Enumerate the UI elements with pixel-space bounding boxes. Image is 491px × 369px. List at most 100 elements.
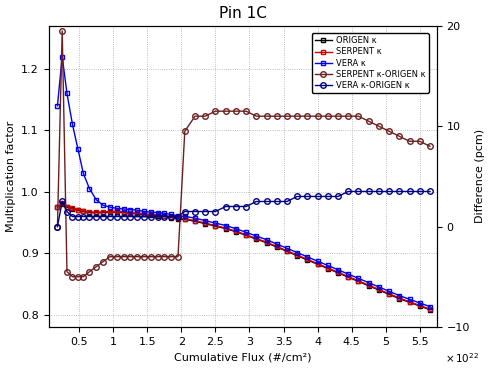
VERA κ-ORIGEN κ xyxy=(107,214,113,219)
SERPENT κ-ORIGEN κ xyxy=(315,114,321,118)
VERA κ-ORIGEN κ xyxy=(100,214,106,219)
VERA κ-ORIGEN κ xyxy=(202,209,208,214)
SERPENT κ xyxy=(81,208,86,213)
SERPENT κ-ORIGEN κ xyxy=(202,114,208,118)
ORIGEN κ xyxy=(69,207,75,211)
ORIGEN κ xyxy=(294,254,300,258)
ORIGEN κ xyxy=(407,300,412,304)
SERPENT κ xyxy=(69,206,75,211)
SERPENT κ xyxy=(155,213,161,217)
ORIGEN κ xyxy=(233,230,239,234)
VERA κ xyxy=(69,122,75,127)
SERPENT κ-ORIGEN κ xyxy=(93,265,99,269)
VERA κ xyxy=(64,91,70,96)
VERA κ xyxy=(396,293,402,298)
ORIGEN κ xyxy=(59,202,65,206)
ORIGEN κ xyxy=(64,205,70,209)
SERPENT κ xyxy=(86,210,92,214)
VERA κ xyxy=(325,263,331,268)
SERPENT κ-ORIGEN κ xyxy=(107,255,113,259)
SERPENT κ-ORIGEN κ xyxy=(213,109,218,113)
ORIGEN κ xyxy=(376,288,382,292)
SERPENT κ-ORIGEN κ xyxy=(75,275,81,279)
VERA κ-ORIGEN κ xyxy=(376,189,382,194)
VERA κ xyxy=(59,54,65,59)
SERPENT κ-ORIGEN κ xyxy=(162,255,167,259)
VERA κ xyxy=(155,210,161,215)
ORIGEN κ xyxy=(417,304,423,308)
VERA κ xyxy=(114,206,120,211)
VERA κ xyxy=(366,280,372,285)
VERA κ-ORIGEN κ xyxy=(81,214,86,219)
ORIGEN κ xyxy=(202,221,208,226)
SERPENT κ-ORIGEN κ xyxy=(223,109,229,113)
VERA κ xyxy=(192,216,198,220)
SERPENT κ xyxy=(114,209,120,214)
SERPENT κ-ORIGEN κ xyxy=(134,255,140,259)
VERA κ xyxy=(304,255,310,259)
SERPENT κ xyxy=(175,216,181,220)
SERPENT κ xyxy=(264,240,270,244)
ORIGEN κ xyxy=(114,210,120,214)
SERPENT κ-ORIGEN κ xyxy=(64,269,70,274)
ORIGEN κ xyxy=(107,210,113,214)
ORIGEN κ xyxy=(315,262,321,266)
SERPENT κ xyxy=(294,253,300,257)
VERA κ-ORIGEN κ xyxy=(253,199,259,204)
VERA κ-ORIGEN κ xyxy=(407,189,412,194)
SERPENT κ-ORIGEN κ xyxy=(192,114,198,118)
VERA κ xyxy=(335,268,341,272)
ORIGEN κ xyxy=(148,213,154,217)
VERA κ xyxy=(134,208,140,213)
SERPENT κ-ORIGEN κ xyxy=(86,269,92,274)
VERA κ-ORIGEN κ xyxy=(141,214,147,219)
SERPENT κ-ORIGEN κ xyxy=(396,134,402,138)
VERA κ xyxy=(417,301,423,305)
SERPENT κ xyxy=(75,207,81,212)
SERPENT κ xyxy=(427,307,433,311)
Y-axis label: Difference (pcm): Difference (pcm) xyxy=(475,130,486,224)
ORIGEN κ xyxy=(175,217,181,221)
VERA κ xyxy=(294,250,300,255)
ORIGEN κ xyxy=(243,233,249,238)
VERA κ-ORIGEN κ xyxy=(274,199,280,204)
SERPENT κ-ORIGEN κ xyxy=(127,255,133,259)
SERPENT κ xyxy=(253,236,259,241)
SERPENT κ xyxy=(121,210,127,214)
VERA κ-ORIGEN κ xyxy=(148,214,154,219)
SERPENT κ-ORIGEN κ xyxy=(355,114,361,118)
VERA κ-ORIGEN κ xyxy=(427,189,433,194)
VERA κ-ORIGEN κ xyxy=(315,194,321,199)
SERPENT κ-ORIGEN κ xyxy=(233,109,239,113)
VERA κ xyxy=(355,276,361,280)
SERPENT κ-ORIGEN κ xyxy=(417,139,423,144)
SERPENT κ xyxy=(148,212,154,217)
SERPENT κ-ORIGEN κ xyxy=(366,119,372,123)
SERPENT κ-ORIGEN κ xyxy=(243,109,249,113)
SERPENT κ xyxy=(366,283,372,287)
SERPENT κ xyxy=(182,217,188,221)
SERPENT κ xyxy=(417,303,423,308)
SERPENT κ xyxy=(396,296,402,300)
ORIGEN κ xyxy=(100,210,106,215)
VERA κ-ORIGEN κ xyxy=(114,214,120,219)
ORIGEN κ xyxy=(213,224,218,228)
VERA κ-ORIGEN κ xyxy=(325,194,331,199)
VERA κ xyxy=(386,289,392,293)
VERA κ xyxy=(182,214,188,218)
SERPENT κ xyxy=(202,221,208,225)
SERPENT κ-ORIGEN κ xyxy=(304,114,310,118)
ORIGEN κ xyxy=(304,258,310,262)
ORIGEN κ xyxy=(155,214,161,218)
VERA κ-ORIGEN κ xyxy=(294,194,300,199)
SERPENT κ-ORIGEN κ xyxy=(59,29,65,33)
VERA κ xyxy=(175,214,181,218)
SERPENT κ xyxy=(100,210,106,214)
VERA κ-ORIGEN κ xyxy=(192,209,198,214)
SERPENT κ-ORIGEN κ xyxy=(325,114,331,118)
SERPENT κ xyxy=(213,223,218,228)
SERPENT κ-ORIGEN κ xyxy=(81,275,86,279)
VERA κ-ORIGEN κ xyxy=(121,214,127,219)
ORIGEN κ xyxy=(162,214,167,218)
VERA κ xyxy=(284,246,290,251)
